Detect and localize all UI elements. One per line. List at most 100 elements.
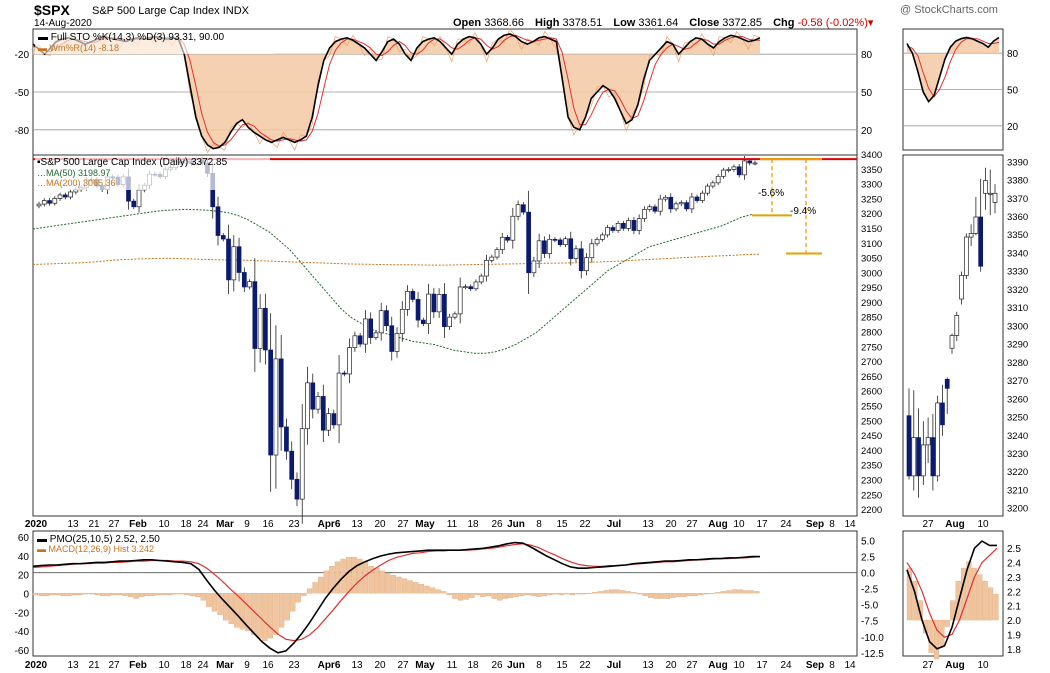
candle-body: [700, 192, 705, 201]
candle-body: [742, 160, 747, 176]
macd-hist-bar: [457, 593, 464, 601]
pmo-x-label: 24: [197, 660, 209, 671]
price-candle: [252, 258, 258, 372]
candle-body: [652, 206, 658, 212]
macd-hist-bar: [452, 593, 458, 599]
pmo-right-tick: -10.0: [861, 633, 884, 644]
candle-body: [36, 203, 42, 207]
macd-hist-bar: [480, 593, 486, 597]
zoom-price-y-tick: 3390: [1007, 157, 1028, 168]
price-y-tick: 3150: [861, 224, 882, 235]
macd-hist-bar: [429, 587, 436, 594]
macd-hist-bar: [167, 593, 173, 596]
zoom-pmo-right-tick: 1.9: [1007, 630, 1021, 641]
price-candle: [584, 253, 589, 276]
price-candle: [578, 241, 584, 279]
zoom-candle-body: [992, 192, 998, 203]
candle-body: [215, 206, 221, 236]
price-candle: [626, 217, 631, 232]
price-x-label: 10: [733, 519, 745, 530]
zoom-sto-right-tick: 50: [1007, 86, 1019, 97]
price-x-label: 10: [158, 519, 170, 530]
macd-hist-bar: [653, 593, 659, 599]
candle-body: [584, 257, 589, 272]
price-candle: [320, 384, 326, 442]
price-candle: [47, 198, 52, 206]
zoom-candle-body: [916, 437, 921, 477]
price-candle: [563, 236, 568, 248]
pmo-x-label: 18: [467, 660, 479, 671]
candle-body: [394, 333, 400, 352]
price-y-tick: 3400: [861, 150, 882, 161]
zoom-candle: [925, 417, 931, 464]
zoom-price-y-tick: 3280: [1007, 358, 1028, 369]
candle-body: [331, 413, 337, 426]
zoom-candle-body: [906, 415, 912, 477]
candle-body: [436, 294, 442, 313]
zoom-candle-body: [930, 437, 936, 477]
macd-hist-bar: [552, 593, 559, 595]
price-x-label: Feb: [129, 519, 147, 530]
macd-hist-bar: [133, 593, 139, 599]
macd-hist-bar: [329, 566, 335, 594]
macd-hist-bar: [435, 589, 441, 594]
candle-body: [531, 260, 537, 274]
macd-hist-bar: [575, 593, 581, 595]
zoom-candle: [944, 377, 950, 414]
macd-hist-bar: [32, 593, 39, 596]
candle-body: [631, 220, 637, 231]
candle-body: [542, 240, 547, 254]
candle-body: [621, 223, 626, 229]
price-candle: [268, 313, 273, 492]
pmo-x-label: 8: [829, 660, 835, 671]
candle-body: [447, 316, 452, 327]
price-x-label: 11: [447, 519, 458, 530]
price-candle: [726, 167, 732, 173]
price-candle: [594, 236, 600, 247]
candle-body: [563, 238, 568, 246]
price-candle: [415, 292, 421, 328]
price-candle: [457, 277, 463, 324]
macd-hist-bar: [446, 593, 452, 596]
zoom-candle: [968, 224, 974, 247]
price-candle: [473, 279, 479, 292]
macd-hist-bar: [648, 593, 654, 598]
candle-body: [594, 238, 600, 245]
macd-hist-bar: [161, 593, 167, 596]
candle-body: [663, 196, 668, 200]
price-y-tick: 3350: [861, 165, 882, 176]
zoom-pmo-x-label: 10: [977, 660, 989, 671]
zoom-pmo-x-label: 27: [922, 660, 934, 671]
price-x-label: 13: [351, 519, 363, 530]
price-y-tick: 2750: [861, 342, 882, 353]
zoom-macd-hist-bar: [933, 619, 940, 660]
macd-hist-bar: [155, 593, 162, 596]
zoom-price-y-tick: 3310: [1007, 303, 1028, 314]
macd-hist-bar: [715, 592, 721, 594]
price-y-tick: 3300: [861, 180, 882, 191]
zoom-candle-body: [973, 216, 979, 234]
price-x-label: 8: [829, 519, 835, 530]
macd-hist-bar: [262, 593, 268, 642]
macd-hist-bar: [368, 566, 374, 594]
pmo-x-label: 20: [665, 660, 677, 671]
macd-hist-bar: [407, 580, 413, 594]
zoom-price-y-tick: 3380: [1007, 176, 1028, 187]
macd-hist-bar: [189, 593, 195, 597]
macd-hist-bar: [580, 593, 587, 595]
macd-hist-bar: [390, 575, 397, 594]
price-candle: [552, 236, 558, 243]
macd-hist-bar: [351, 557, 357, 594]
macd-hist-bar: [172, 593, 178, 595]
price-candle: [384, 305, 389, 332]
price-candle: [731, 164, 737, 172]
macd-hist-bar: [273, 593, 279, 635]
price-y-tick: 2300: [861, 475, 882, 486]
candle-body: [389, 325, 395, 352]
candle-body: [399, 309, 405, 334]
price-x-label: 20: [374, 519, 386, 530]
macd-hist-bar: [278, 593, 285, 628]
macd-hist-bar: [195, 593, 201, 597]
zoom-price-y-tick: 3330: [1007, 267, 1028, 278]
pmo-x-label: 13: [351, 660, 363, 671]
